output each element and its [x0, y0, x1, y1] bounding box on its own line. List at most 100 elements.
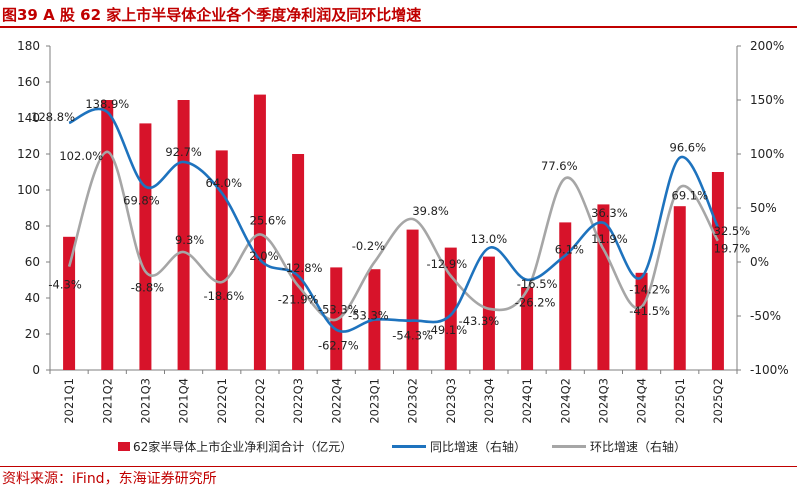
right-tick-label: 200%	[750, 39, 784, 53]
bar	[292, 154, 305, 370]
right-tick-label: 150%	[750, 93, 784, 107]
x-tick-label: 2025Q2	[711, 378, 725, 424]
bar	[63, 236, 76, 370]
left-tick-label: 160	[17, 75, 40, 89]
qoq-data-label: -43.3%	[459, 314, 500, 328]
bar	[673, 206, 686, 370]
legend-qoq-swatch	[552, 445, 586, 448]
qoq-data-label: 25.6%	[250, 213, 287, 227]
yoy-data-label: -53.3%	[348, 309, 389, 323]
qoq-data-label: 69.1%	[672, 188, 709, 202]
yoy-data-label: 6.1%	[555, 242, 584, 256]
yoy-data-label: -49.1%	[426, 323, 467, 337]
x-tick-label: 2024Q1	[520, 378, 534, 424]
bar	[253, 94, 266, 370]
yoy-data-label: 2.0%	[249, 249, 278, 263]
yoy-data-label: 96.6%	[670, 141, 707, 155]
bar	[215, 150, 228, 370]
left-tick-label: 100	[17, 183, 40, 197]
x-tick-label: 2022Q4	[329, 378, 343, 424]
legend-bar-label: 62家半导体上市企业净利润合计（亿元）	[133, 440, 353, 454]
qoq-data-label: 39.8%	[412, 204, 449, 218]
x-tick-label: 2023Q2	[406, 378, 420, 424]
left-tick-label: 60	[25, 255, 40, 269]
qoq-data-label: -18.6%	[203, 289, 244, 303]
x-tick-label: 2024Q3	[596, 378, 610, 424]
x-tick-label: 2024Q2	[558, 378, 572, 424]
bar	[139, 123, 152, 371]
qoq-data-label: 19.7%	[714, 242, 751, 256]
bar	[711, 172, 724, 370]
x-tick-label: 2023Q1	[367, 378, 381, 424]
yoy-data-label: 13.0%	[471, 232, 508, 246]
qoq-data-label: -41.5%	[629, 304, 670, 318]
left-tick-label: 180	[17, 39, 40, 53]
yoy-data-label: -62.7%	[318, 339, 359, 353]
qoq-data-label: -26.2%	[515, 295, 556, 309]
right-tick-label: 100%	[750, 147, 784, 161]
qoq-data-label: 11.9%	[591, 232, 628, 246]
qoq-data-label: -12.9%	[426, 257, 467, 271]
legend-qoq-label: 环比增速（右轴）	[590, 440, 687, 454]
chart-axes: 0 20 40 60 80 100 120 140 160 180 -100% -50% 0% 50% 10…	[17, 39, 789, 377]
x-tick-label: 2022Q1	[215, 378, 229, 424]
legend-yoy-label: 同比增速（右轴）	[430, 440, 527, 454]
bar	[482, 256, 495, 370]
yoy-data-label: 69.8%	[123, 194, 160, 208]
x-tick-label: 2023Q4	[482, 378, 496, 424]
right-tick-label: -50%	[750, 309, 781, 323]
qoq-data-label: -0.2%	[352, 239, 385, 253]
yoy-data-label: 128.8%	[31, 110, 75, 124]
bar	[177, 100, 190, 370]
data-labels: 128.8% 138.9% 69.8% 92.7% 64.0% 2.0% -12.8% -62…	[31, 97, 750, 353]
qoq-data-label: 9.3%	[175, 233, 204, 247]
yoy-data-label: 36.3%	[591, 206, 628, 220]
yoy-line	[68, 107, 720, 333]
x-tick-label: 2021Q2	[100, 378, 114, 424]
bar	[406, 229, 419, 370]
right-tick-label: 0%	[750, 255, 769, 269]
title-divider	[0, 26, 797, 28]
legend-bar-swatch	[118, 442, 130, 451]
x-tick-label: 2021Q3	[138, 378, 152, 424]
left-tick-label: 20	[25, 327, 40, 341]
bar-series	[63, 94, 724, 371]
qoq-data-label: -21.9%	[278, 293, 319, 307]
yoy-data-label: -54.3%	[392, 329, 433, 343]
x-tick-label: 2023Q3	[444, 378, 458, 424]
line-series	[67, 107, 720, 333]
yoy-data-label: 138.9%	[85, 97, 129, 111]
footer-divider	[0, 466, 797, 467]
legend-bar: 62家半导体上市企业净利润合计（亿元）	[118, 438, 352, 455]
combo-chart: 0 20 40 60 80 100 120 140 160 180 -100% -50% 0% 50% 10…	[17, 39, 789, 424]
legend-qoq: 环比增速（右轴）	[552, 438, 686, 455]
left-tick-label: 0	[32, 363, 40, 377]
x-tick-label: 2021Q1	[62, 378, 76, 424]
yoy-data-label: 92.7%	[165, 145, 202, 159]
qoq-data-label: -53.3%	[318, 303, 359, 317]
qoq-data-label: -8.8%	[131, 281, 164, 295]
left-tick-label: 140	[17, 111, 40, 125]
source-note: 资料来源：iFind，东海证券研究所	[2, 471, 217, 487]
yoy-data-label: 64.0%	[206, 176, 243, 190]
yoy-data-label: 32.5%	[714, 224, 751, 238]
left-tick-label: 40	[25, 291, 40, 305]
x-axis-labels: 2021Q1 2021Q2 2021Q3 2021Q4 2022Q1 2022Q2 2022…	[62, 378, 725, 424]
left-tick-label: 80	[25, 219, 40, 233]
page-title: 图39 A 股 62 家上市半导体企业各个季度净利润及同环比增速	[2, 6, 422, 24]
x-tick-label: 2025Q1	[673, 378, 687, 424]
yoy-data-label: -14.2%	[629, 282, 670, 296]
right-tick-label: -100%	[750, 363, 789, 377]
bar	[635, 272, 648, 370]
x-tick-label: 2024Q4	[635, 378, 649, 424]
x-tick-label: 2022Q2	[253, 378, 267, 424]
bar	[101, 100, 114, 370]
yoy-data-label: -16.5%	[517, 277, 558, 291]
chart-legend: 62家半导体上市企业净利润合计（亿元） 同比增速（右轴） 环比增速（右轴）	[0, 438, 797, 458]
bar	[521, 287, 534, 370]
yoy-data-label: -12.8%	[282, 261, 323, 275]
bar	[597, 204, 610, 370]
legend-yoy-swatch	[392, 445, 426, 448]
legend-yoy: 同比增速（右轴）	[392, 438, 526, 455]
x-tick-label: 2022Q3	[291, 378, 305, 424]
